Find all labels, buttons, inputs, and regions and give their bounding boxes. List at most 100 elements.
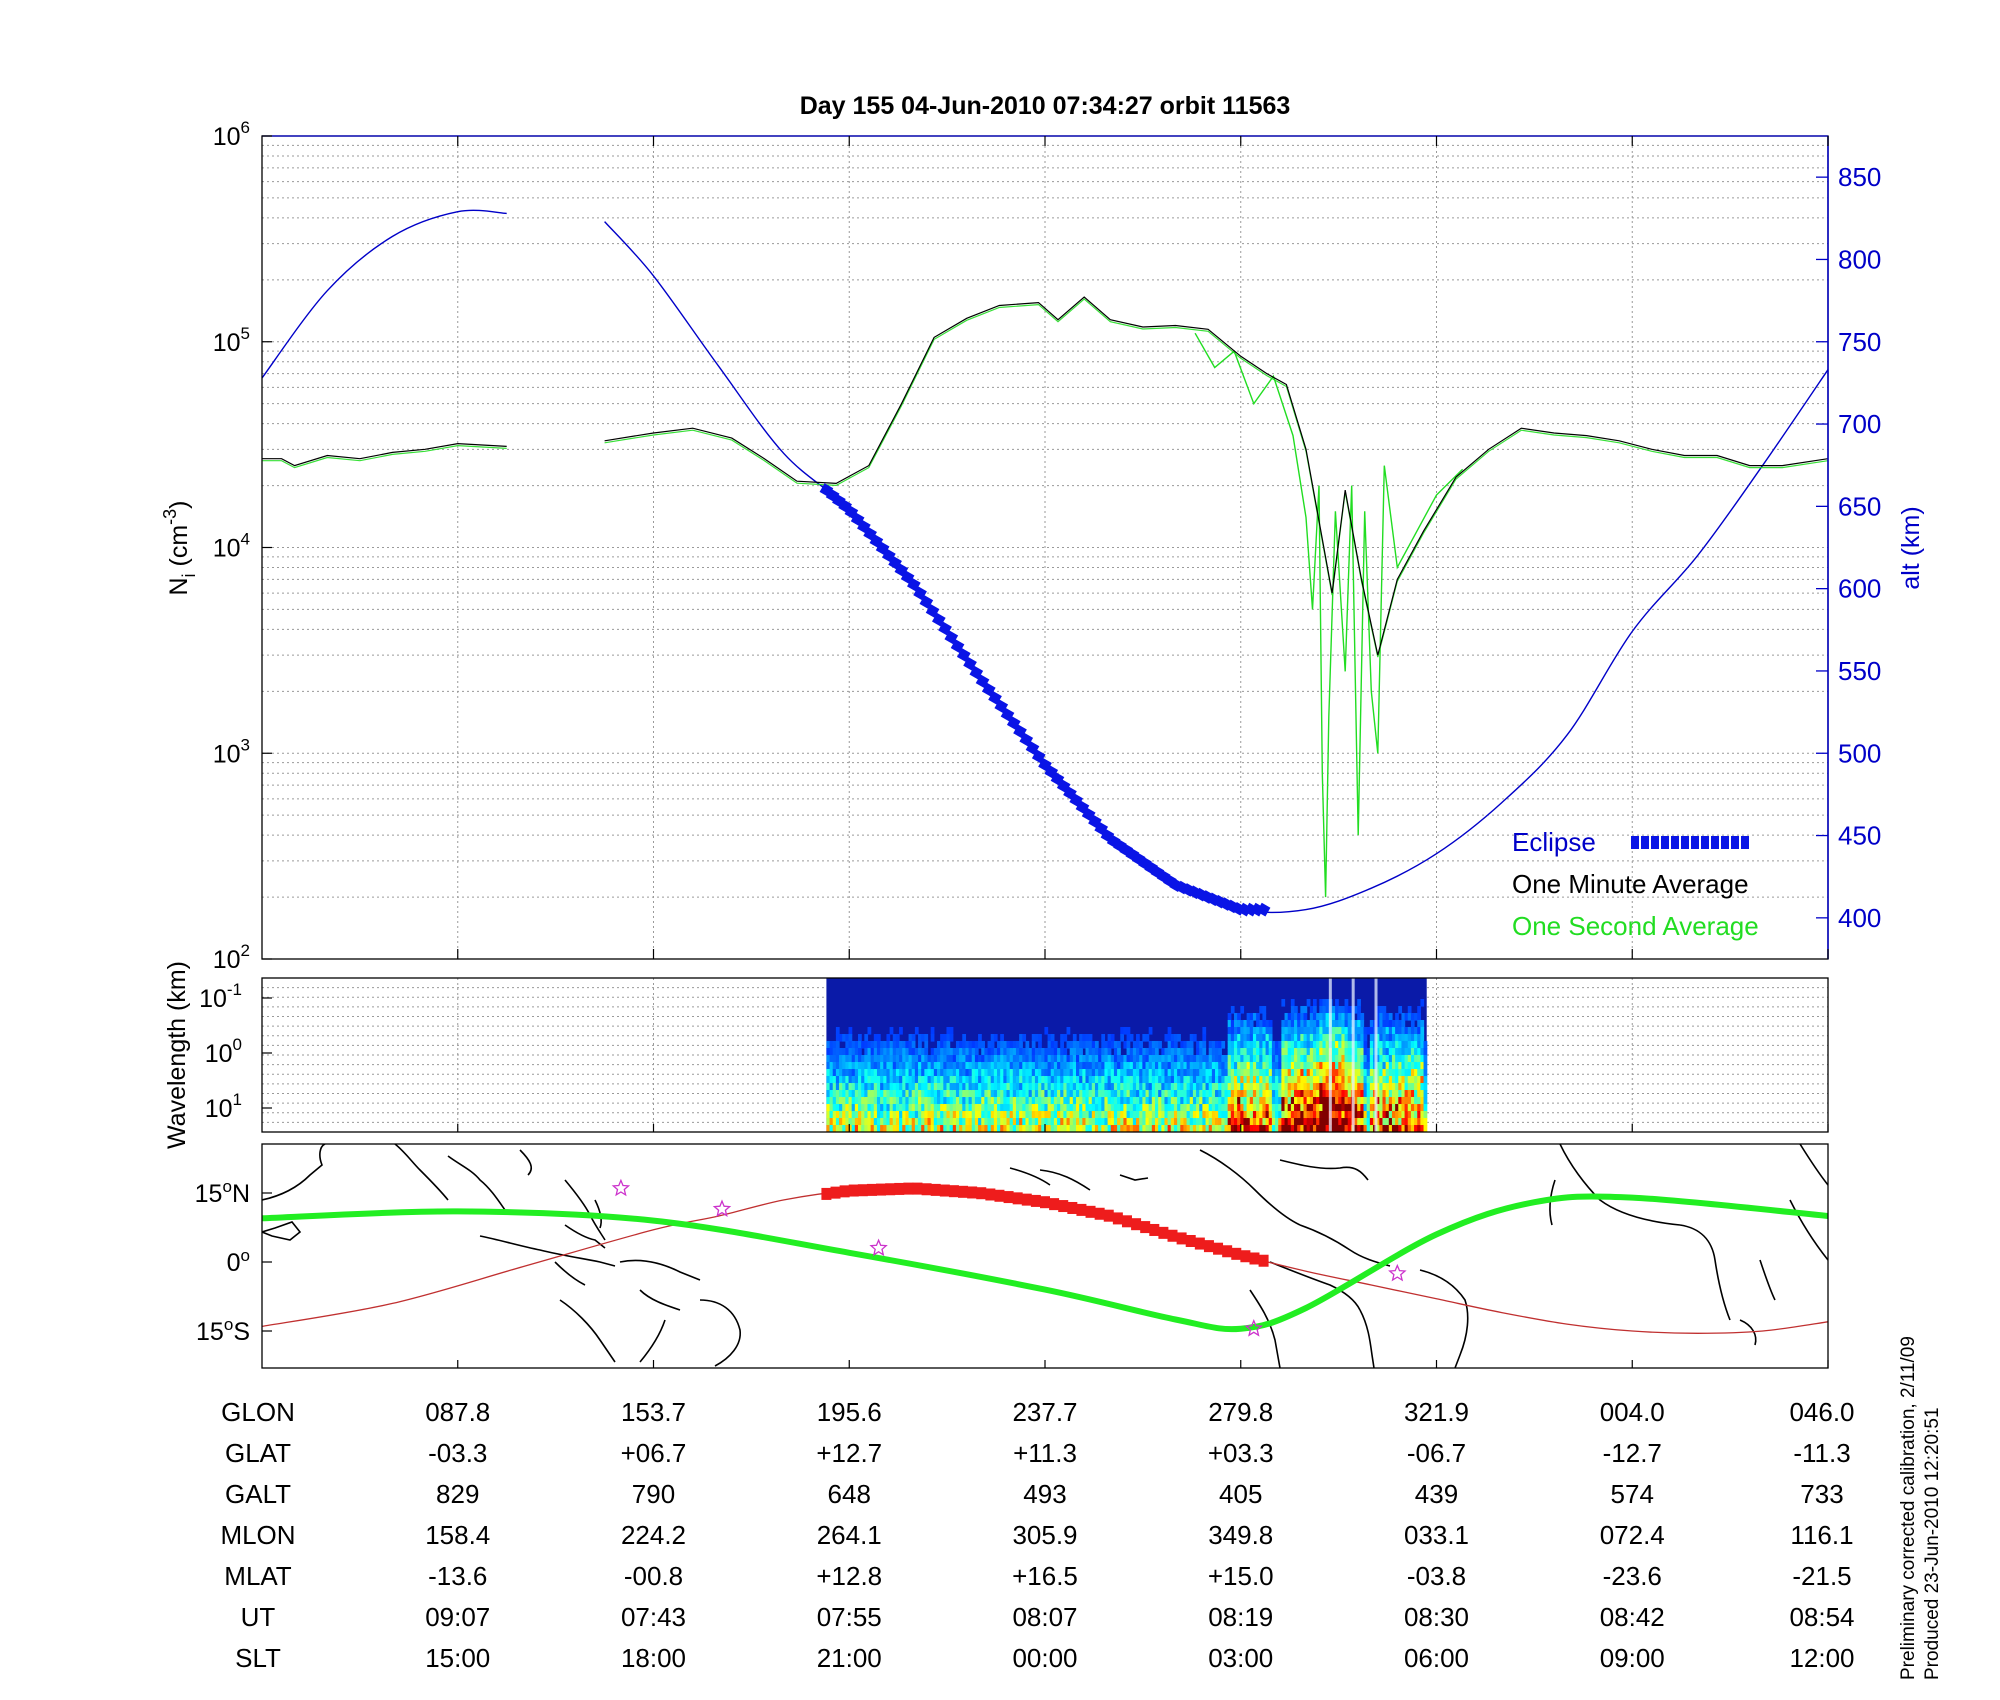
spectrogram-cell [1410,1055,1415,1063]
spectrogram-cell [1057,1062,1061,1070]
spectrogram-cell [1025,1083,1030,1091]
spectrogram-cell [835,1090,840,1098]
spectrogram-cell [1019,1076,1023,1084]
spectrogram-cell [1136,1083,1140,1091]
spectrogram-cell [1104,1111,1109,1119]
spectrogram-cell [873,1062,878,1070]
spectrogram-cell [965,1111,970,1119]
spectrogram-cell [908,1069,913,1077]
spectrogram-cell [1407,1041,1412,1049]
spectrogram-cell [1391,1104,1396,1112]
spectrogram-cell [1325,999,1330,1007]
spectrogram-cell [946,1097,951,1105]
spectrogram-cell [940,1097,944,1105]
spectrogram-cell [1069,1055,1074,1063]
spectrogram-cell [1025,1041,1030,1049]
spectrogram-cell [933,1076,938,1084]
spectrogram-cell [1186,1048,1191,1056]
spectrogram-cell [927,1076,932,1084]
spectrogram-cell [1060,1076,1064,1084]
spectrogram-cell [1262,1041,1267,1049]
spectrogram-cell [1199,1111,1203,1119]
spectrogram-cell [1136,1076,1140,1084]
spectrogram-cell [1164,1055,1169,1063]
spectrogram-cell [1063,1048,1068,1056]
spectrogram-cell [1101,1041,1106,1049]
spectrogram-cell [930,1048,935,1056]
spectrogram-cell [1158,1118,1162,1126]
spectrogram-cell [1423,1104,1428,1112]
spectrogram-cell [978,1097,982,1105]
table-row-label: MLON [220,1520,295,1550]
spectrogram-cell [1113,1055,1118,1063]
spectrogram-cell [870,1048,875,1056]
spectrogram-cell [1098,1104,1102,1112]
spectrogram-cell [1082,1034,1087,1042]
spectrogram-cell [1151,1125,1156,1132]
spectrogram-cell [832,1069,837,1077]
spectrogram-cell [918,1111,922,1119]
spectrogram-cell [1382,1118,1387,1126]
spectrogram-cell [1271,1062,1276,1070]
spectrogram-cell [918,1041,922,1049]
spectrogram-cell [1294,1076,1298,1084]
spectrogram-cell [1369,1048,1374,1056]
spectrogram-cell [1376,1006,1380,1014]
spectrogram-cell [1319,1111,1324,1119]
spectrogram-cell [842,1111,846,1119]
spectrogram-cell [873,1076,878,1084]
spectrogram-cell [895,1076,900,1084]
spectrogram-cell [1129,1090,1134,1098]
spectrogram-cell [1126,1097,1131,1105]
table-cell: +12.7 [816,1438,882,1468]
spectrogram-cell [842,1104,846,1112]
spectrogram-cell [1154,1090,1159,1098]
spectrogram-cell [1360,1027,1365,1035]
spectrogram-cell [1287,1013,1292,1021]
table-cell: -00.8 [624,1561,683,1591]
spectrogram-cell [1211,1083,1216,1091]
spectrogram-cell [1104,1125,1109,1132]
spectrogram-cell [1294,1034,1298,1042]
spectrogram-cell [968,1062,973,1070]
spectrogram-cell [1423,1097,1428,1105]
spectrogram-cell [971,1104,976,1112]
spectrogram-cell [1290,999,1295,1007]
table-cell: 195.6 [817,1397,882,1427]
spectrogram-cell [1243,1097,1248,1105]
spectrogram-cell [848,1062,853,1070]
spectrogram-cell [911,1083,916,1091]
spectrogram-cell [848,1118,853,1126]
spectrogram-cell [1281,1027,1286,1035]
spectrogram-cell [1312,1034,1317,1042]
spectrogram-cell [1101,1104,1106,1112]
spectrogram-cell [880,1125,884,1132]
spectrogram-cell [1357,1013,1361,1021]
spectrogram-cell [1423,1055,1428,1063]
eclipse-track-marker [985,1188,996,1201]
spectrogram-cell [848,1076,853,1084]
eclipse-track-marker [1185,1234,1196,1247]
spectrogram-cell [1044,1062,1049,1070]
spectrogram-cell [1082,1041,1087,1049]
spectrogram-cell [1047,1034,1052,1042]
spectrogram-cell [1218,1083,1222,1091]
spectrogram-cell [1221,1041,1226,1049]
spectrogram-cell [1085,1083,1090,1091]
spectrogram-cell [1417,1006,1421,1014]
spectrogram-cell [1091,1104,1096,1112]
spectrogram-cell [1173,1041,1178,1049]
spectrogram-cell [943,1062,948,1070]
spectrogram-cell [1076,1118,1080,1126]
spectrogram-cell [1164,1069,1169,1077]
spectrogram-cell [990,1118,995,1126]
spectrogram-cell [889,1027,894,1035]
spectrogram-cell [974,1090,979,1098]
spectrogram-cell [1414,1034,1418,1042]
spectrogram-cell [886,1083,891,1091]
spectrogram-cell [835,1034,840,1042]
spectrogram-cell [1180,1055,1185,1063]
table-cell: 046.0 [1789,1397,1854,1427]
spectrogram-cell [1395,1020,1399,1028]
spectrogram-cell [1006,1076,1011,1084]
